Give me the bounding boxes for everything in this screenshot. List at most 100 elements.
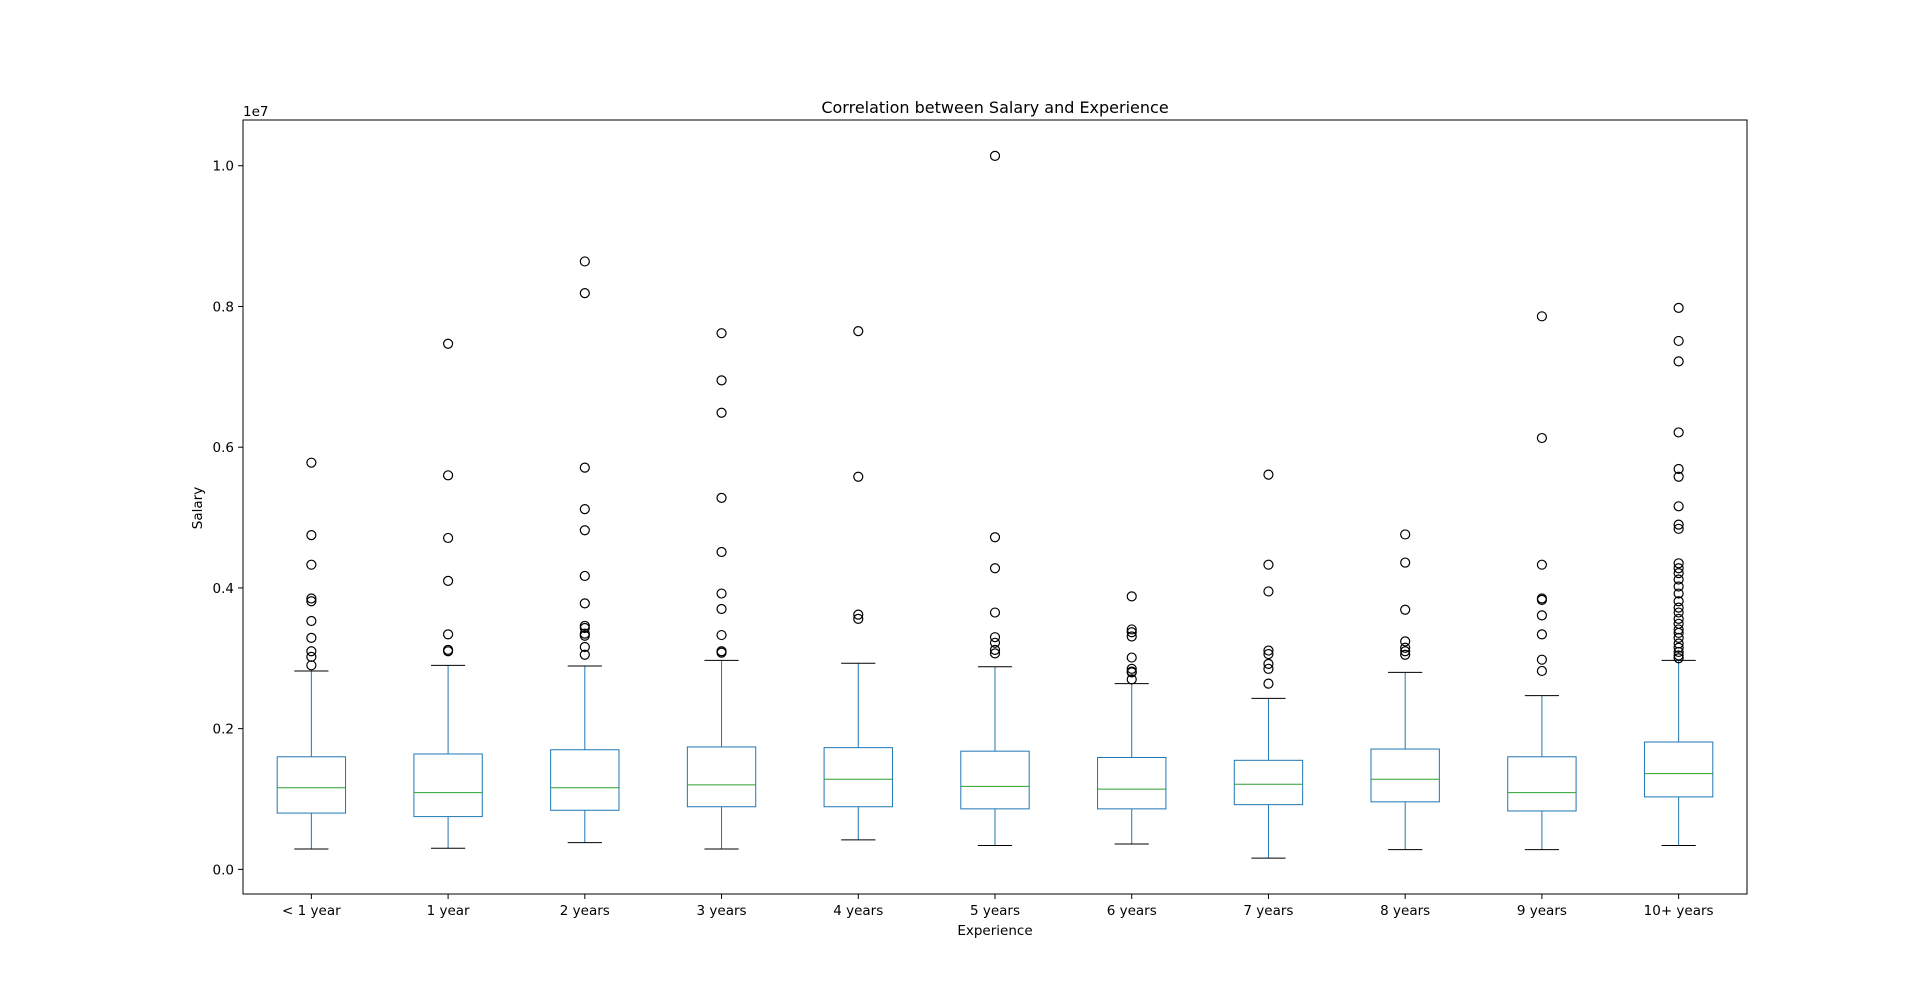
outlier-point (989, 607, 1001, 618)
y-tick-label: 1.0 (213, 159, 234, 175)
outlier-point (442, 532, 454, 544)
outlier-point (716, 492, 727, 503)
outlier-point (1673, 501, 1684, 512)
outlier-point (1673, 646, 1684, 658)
outlier-point (306, 596, 317, 607)
outlier-point (442, 470, 454, 481)
box-iqr (413, 753, 483, 818)
outlier-point (579, 256, 590, 267)
outlier-point (1673, 523, 1684, 534)
outlier-point (1536, 629, 1548, 640)
y-tick-label: 0.6 (213, 440, 234, 456)
outlier-point (579, 630, 590, 641)
outlier-point (1673, 613, 1684, 624)
outlier-point (579, 622, 590, 634)
outlier-point (306, 593, 317, 604)
outlier-point (1400, 642, 1411, 653)
outlier-point (579, 641, 590, 653)
outlier-point (442, 629, 454, 640)
outlier-point (989, 563, 1001, 574)
outlier-point (1126, 627, 1137, 638)
outlier-point (1263, 658, 1274, 670)
outlier-point (1536, 654, 1548, 665)
outlier-point (1263, 586, 1274, 597)
outlier-point (716, 588, 727, 599)
outlier-point (1400, 604, 1411, 615)
outlier-point (1673, 653, 1684, 664)
outlier-point (579, 525, 590, 536)
x-tick-label: < 1 year (282, 903, 341, 919)
outlier-point (989, 632, 1001, 643)
outlier-point (306, 632, 317, 643)
outlier-point (989, 637, 1001, 648)
outlier-point (1263, 648, 1274, 660)
outlier-point (306, 615, 317, 627)
outlier-point (1536, 559, 1548, 570)
outlier-point (1263, 469, 1274, 480)
outlier-point (853, 613, 864, 624)
x-tick-label: 4 years (833, 903, 883, 919)
outlier-point (716, 407, 727, 418)
outlier-point (716, 629, 727, 641)
x-tick-label: 3 years (697, 903, 747, 919)
outlier-point (1673, 581, 1684, 592)
outlier-point (1126, 624, 1137, 635)
x-tick-label: 5 years (970, 903, 1020, 919)
axes-frame (242, 119, 1748, 895)
y-tick-label: 0.2 (213, 722, 234, 738)
outlier-point (1263, 663, 1274, 674)
outlier-point (1536, 665, 1548, 677)
box-iqr (1370, 748, 1440, 803)
outlier-point (1673, 558, 1684, 569)
y-axis-offset-label: 1e7 (243, 104, 268, 120)
box-iqr (686, 746, 757, 808)
outlier-point (579, 287, 590, 299)
outlier-point (1126, 631, 1137, 642)
box-iqr (1643, 741, 1714, 798)
x-tick-label: 1 year (427, 903, 470, 919)
outlier-point (989, 532, 1001, 543)
outlier-point (442, 338, 454, 349)
outlier-point (853, 609, 864, 620)
x-tick-label: 2 years (560, 903, 610, 919)
outlier-point (306, 660, 317, 671)
outlier-point (1673, 519, 1684, 530)
outlier-point (1536, 311, 1548, 322)
chart-title: Correlation between Salary and Experienc… (821, 98, 1168, 117)
outlier-point (306, 530, 317, 541)
outlier-point (579, 649, 590, 660)
outlier-point (716, 546, 727, 558)
outlier-point (1673, 356, 1684, 367)
y-tick-label: 0.8 (213, 299, 234, 315)
outlier-point (1673, 650, 1684, 661)
outlier-point (1673, 627, 1684, 639)
outlier-point (1536, 610, 1548, 621)
outlier-point (1126, 674, 1137, 685)
outlier-point (1673, 427, 1684, 438)
outlier-point (716, 603, 727, 615)
outlier-point (1673, 471, 1684, 482)
outlier-point (1673, 588, 1684, 599)
outlier-point (1126, 663, 1137, 674)
outlier-point (306, 559, 317, 570)
outlier-point (989, 150, 1001, 161)
outlier-point (1400, 649, 1411, 660)
box-iqr (960, 750, 1030, 810)
outlier-point (1673, 607, 1684, 618)
outlier-point (1673, 335, 1684, 347)
outlier-point (306, 646, 317, 657)
box-iqr (1507, 756, 1577, 812)
outlier-point (716, 328, 727, 339)
outlier-point (579, 598, 590, 609)
outlier-point (1263, 645, 1274, 656)
outlier-point (442, 646, 454, 657)
outlier-point (1673, 302, 1684, 313)
x-tick-label: 6 years (1107, 903, 1157, 919)
outlier-point (1126, 652, 1137, 663)
outlier-point (1263, 678, 1274, 689)
outlier-point (716, 647, 727, 658)
x-tick-label: 10+ years (1644, 903, 1714, 919)
box-iqr (550, 749, 620, 811)
outlier-point (1536, 432, 1548, 444)
outlier-point (853, 471, 864, 482)
